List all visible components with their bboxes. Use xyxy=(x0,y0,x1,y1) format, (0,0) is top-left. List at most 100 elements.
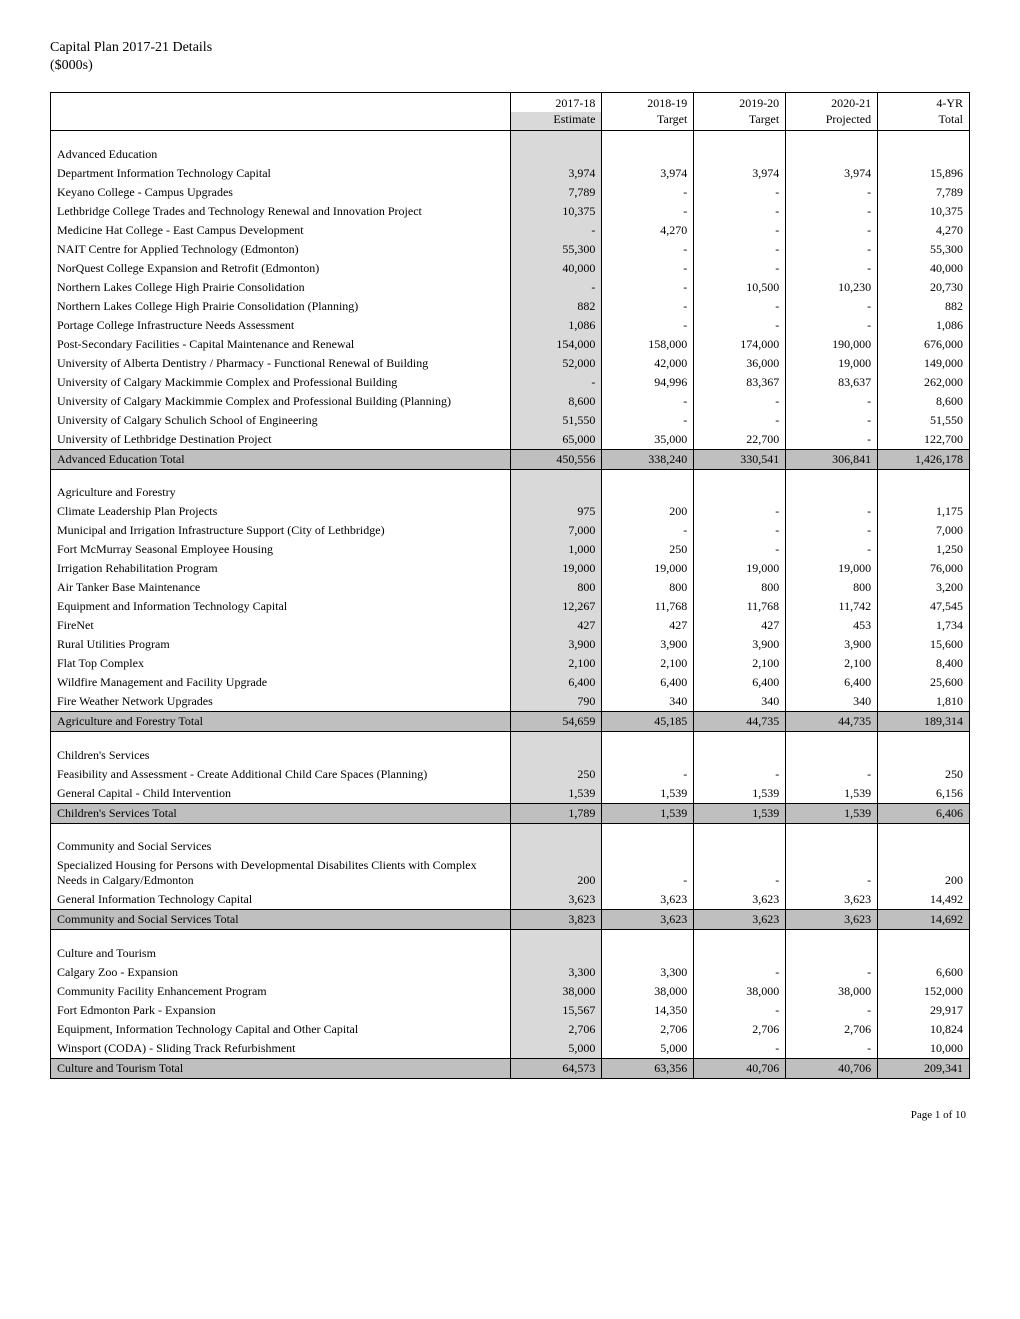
section-header: Children's Services xyxy=(51,746,970,765)
cell-value: 6,400 xyxy=(694,673,786,692)
cell-value: 45,185 xyxy=(602,712,694,732)
cell-value: 19,000 xyxy=(510,559,602,578)
table-row: NorQuest College Expansion and Retrofit … xyxy=(51,259,970,278)
cell-value: 174,000 xyxy=(694,335,786,354)
cell-value: 10,824 xyxy=(878,1020,970,1039)
cell-value: 3,974 xyxy=(786,164,878,183)
cell-value: - xyxy=(786,540,878,559)
cell-value: 1,810 xyxy=(878,692,970,712)
col-header-4yr: 4-YR xyxy=(878,93,970,113)
cell-value: 63,356 xyxy=(602,1058,694,1078)
cell-value: 6,406 xyxy=(878,803,970,823)
cell-value: 76,000 xyxy=(878,559,970,578)
row-label: Fort McMurray Seasonal Employee Housing xyxy=(51,540,511,559)
cell-value: 10,000 xyxy=(878,1039,970,1059)
table-row: General Capital - Child Intervention1,53… xyxy=(51,784,970,804)
cell-value: - xyxy=(786,259,878,278)
row-label: Community and Social Services Total xyxy=(51,910,511,930)
spacer-row xyxy=(51,732,970,746)
cell-value: 450,556 xyxy=(510,449,602,469)
row-label: University of Calgary Schulich School of… xyxy=(51,411,511,430)
cell-value: 4,270 xyxy=(878,221,970,240)
cell-value: 800 xyxy=(510,578,602,597)
cell-value: - xyxy=(602,278,694,297)
cell-value: 40,706 xyxy=(694,1058,786,1078)
cell-value: - xyxy=(602,765,694,784)
col-header-2018-19: 2018-19 xyxy=(602,93,694,113)
table-row: Municipal and Irrigation Infrastructure … xyxy=(51,521,970,540)
cell-value: - xyxy=(786,765,878,784)
cell-value: 3,974 xyxy=(694,164,786,183)
table-row: University of Calgary Schulich School of… xyxy=(51,411,970,430)
cell-value: 47,545 xyxy=(878,597,970,616)
col-subheader-target: Target xyxy=(602,112,694,131)
cell-value: 306,841 xyxy=(786,449,878,469)
cell-value: - xyxy=(786,502,878,521)
cell-value: 1,539 xyxy=(602,803,694,823)
table-row: Feasibility and Assessment - Create Addi… xyxy=(51,765,970,784)
cell-value: 94,996 xyxy=(602,373,694,392)
doc-subtitle: ($000s) xyxy=(50,58,970,74)
cell-value: 200 xyxy=(510,856,602,890)
cell-value: - xyxy=(786,856,878,890)
row-label: University of Calgary Mackimmie Complex … xyxy=(51,373,511,392)
cell-value: 55,300 xyxy=(510,240,602,259)
cell-value: 40,000 xyxy=(510,259,602,278)
row-label: Medicine Hat College - East Campus Devel… xyxy=(51,221,511,240)
cell-value xyxy=(694,145,786,164)
section-header: Community and Social Services xyxy=(51,837,970,856)
cell-value xyxy=(786,145,878,164)
cell-value: - xyxy=(694,963,786,982)
cell-value: - xyxy=(786,202,878,221)
row-label: Air Tanker Base Maintenance xyxy=(51,578,511,597)
table-row: Specialized Housing for Persons with Dev… xyxy=(51,856,970,890)
spacer-row xyxy=(51,930,970,944)
table-row: Irrigation Rehabilitation Program19,0001… xyxy=(51,559,970,578)
table-row: Portage College Infrastructure Needs Ass… xyxy=(51,316,970,335)
row-label: FireNet xyxy=(51,616,511,635)
row-label: Irrigation Rehabilitation Program xyxy=(51,559,511,578)
cell-value: 8,600 xyxy=(510,392,602,411)
cell-value: - xyxy=(786,240,878,259)
row-label: Lethbridge College Trades and Technology… xyxy=(51,202,511,221)
cell-value: 7,000 xyxy=(878,521,970,540)
cell-value: 22,700 xyxy=(694,430,786,450)
cell-value: - xyxy=(694,221,786,240)
cell-value xyxy=(602,483,694,502)
cell-value xyxy=(694,837,786,856)
cell-value: 2,706 xyxy=(786,1020,878,1039)
row-label: NAIT Centre for Applied Technology (Edmo… xyxy=(51,240,511,259)
table-row: Winsport (CODA) - Sliding Track Refurbis… xyxy=(51,1039,970,1059)
table-row: Fort Edmonton Park - Expansion15,56714,3… xyxy=(51,1001,970,1020)
table-row: Rural Utilities Program3,9003,9003,9003,… xyxy=(51,635,970,654)
col-header-2020-21: 2020-21 xyxy=(786,93,878,113)
cell-value: 38,000 xyxy=(510,982,602,1001)
cell-value: 1,734 xyxy=(878,616,970,635)
cell-value: 882 xyxy=(878,297,970,316)
cell-value xyxy=(602,746,694,765)
cell-value: 340 xyxy=(694,692,786,712)
cell-value: 3,623 xyxy=(694,890,786,910)
cell-value: 3,623 xyxy=(786,890,878,910)
cell-value: - xyxy=(786,316,878,335)
row-label: Community and Social Services xyxy=(51,837,511,856)
row-label: Specialized Housing for Persons with Dev… xyxy=(51,856,511,890)
row-label: Equipment and Information Technology Cap… xyxy=(51,597,511,616)
cell-value xyxy=(602,145,694,164)
cell-value: 65,000 xyxy=(510,430,602,450)
cell-value: 3,900 xyxy=(510,635,602,654)
cell-value: 250 xyxy=(510,765,602,784)
cell-value: 15,567 xyxy=(510,1001,602,1020)
cell-value: 3,300 xyxy=(510,963,602,982)
table-row: Climate Leadership Plan Projects975200--… xyxy=(51,502,970,521)
cell-value: 790 xyxy=(510,692,602,712)
cell-value: 11,768 xyxy=(694,597,786,616)
cell-value: 1,539 xyxy=(694,784,786,804)
row-label: Northern Lakes College High Prairie Cons… xyxy=(51,297,511,316)
table-row: FireNet4274274274531,734 xyxy=(51,616,970,635)
cell-value: 1,539 xyxy=(786,803,878,823)
cell-value: 4,270 xyxy=(602,221,694,240)
row-label: Children's Services xyxy=(51,746,511,765)
row-label: Municipal and Irrigation Infrastructure … xyxy=(51,521,511,540)
table-row: Community Facility Enhancement Program38… xyxy=(51,982,970,1001)
